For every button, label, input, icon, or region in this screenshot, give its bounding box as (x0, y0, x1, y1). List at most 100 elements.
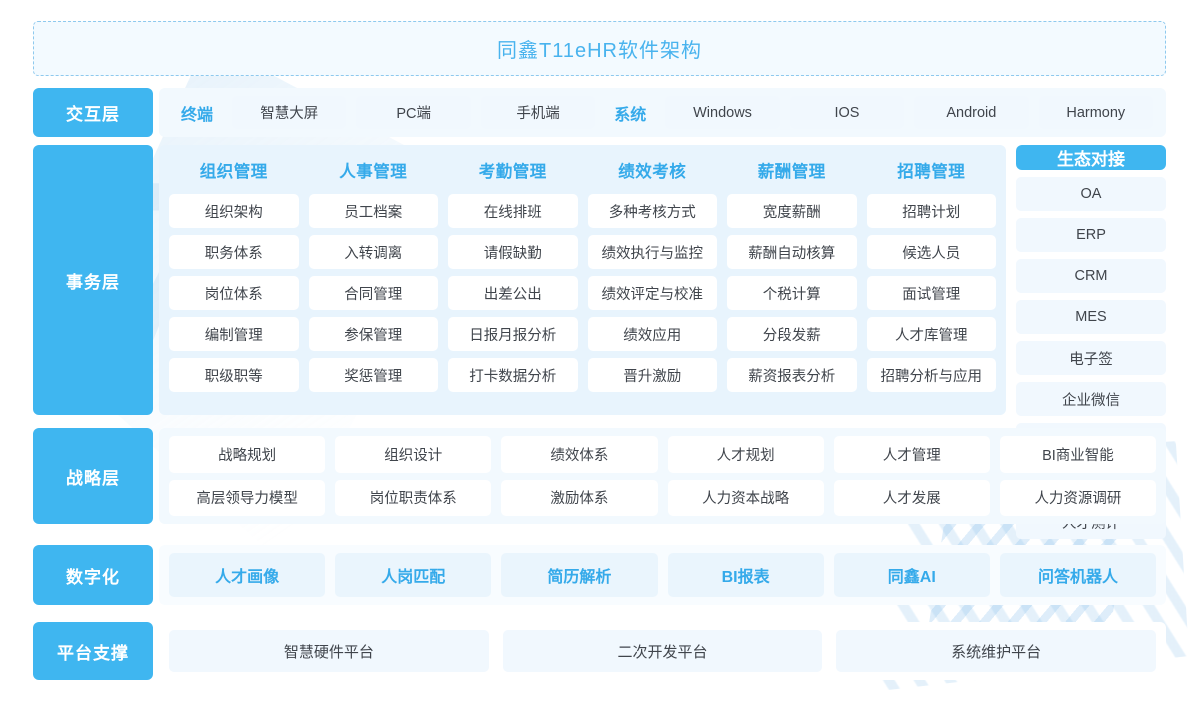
ecosystem-item[interactable]: CRM (1016, 259, 1166, 293)
strategy-item[interactable]: BI商业智能 (999, 436, 1157, 473)
business-layer-body: 组织管理 组织架构 职务体系 岗位体系 编制管理 职级职等 人事管理 员工档案 入转调离 合同管理… (159, 145, 1166, 580)
strategy-item[interactable]: 绩效体系 (501, 436, 658, 473)
business-item[interactable]: 合同管理 (308, 276, 438, 310)
interaction-item[interactable]: 手机端 (480, 96, 596, 129)
business-item[interactable]: 招聘计划 (866, 194, 996, 228)
digital-layer-row: 数字化 人才画像 人岗匹配 简历解析 BI报表 同鑫AI 问答机器人 (33, 545, 1166, 605)
interaction-layer-row: 交互层 终端 智慧大屏 PC端 手机端 系统 Windows IOS Android Harmo… (33, 88, 1166, 137)
interaction-item[interactable]: Windows (665, 96, 780, 129)
business-item[interactable]: 入转调离 (308, 235, 438, 269)
business-item[interactable]: 候选人员 (866, 235, 996, 269)
business-item[interactable]: 参保管理 (308, 317, 438, 351)
business-column: 人事管理员工档案入转调离合同管理参保管理奖惩管理 (308, 153, 438, 405)
business-column-header: 考勤管理 (478, 163, 547, 181)
digital-item[interactable]: 问答机器人 (999, 553, 1157, 597)
platform-item[interactable]: 二次开发平台 (502, 630, 823, 672)
ecosystem-column: 生态对接 OAERPCRMMES电子签企业微信钉钉邮箱人才测评自助一体机 (1016, 145, 1166, 580)
strategy-item[interactable]: 岗位职责体系 (335, 479, 492, 516)
interaction-group-title: 系统 (614, 106, 647, 124)
business-item[interactable]: 晋升激励 (587, 358, 717, 392)
business-item[interactable]: 薪酬自动核算 (727, 235, 857, 269)
business-item[interactable]: 编制管理 (169, 317, 299, 351)
strategy-line: 高层领导力模型 岗位职责体系 激励体系 人力资本战略 人才发展 人力资源调研 (169, 479, 1157, 516)
ecosystem-item[interactable]: ERP (1016, 218, 1166, 252)
business-item[interactable]: 组织架构 (169, 194, 299, 228)
platform-item[interactable]: 智慧硬件平台 (169, 630, 489, 672)
ecosystem-header: 生态对接 (1016, 145, 1166, 170)
business-layer-row: 事务层 组织管理 组织架构 职务体系 岗位体系 编制管理 职级职等 人事管理 员工档案 入转调离… (33, 145, 1166, 580)
strategy-layer-body: 战略规划 组织设计 绩效体系 人才规划 人才管理 BI商业智能 高层领导力模型 岗位职责体系激… (159, 428, 1166, 524)
platform-layer-label: 平台支撑 (33, 622, 153, 680)
page-title-box: 同鑫T11eHR软件架构 (33, 21, 1166, 76)
platform-layer-body: 智慧硬件平台 二次开发平台 系统维护平台 (159, 622, 1166, 680)
strategy-item[interactable]: 人力资源调研 (999, 479, 1157, 516)
digital-layer-body: 人才画像 人岗匹配 简历解析 BI报表 同鑫AI 问答机器人 (159, 545, 1166, 605)
interaction-layer-body: 终端 智慧大屏 PC端 手机端 系统 Windows IOS Android Harmony (159, 88, 1166, 137)
strategy-item[interactable]: 高层领导力模型 (169, 479, 326, 516)
business-item[interactable]: 日报月报分析 (448, 317, 578, 351)
strategy-layer-row: 战略层 战略规划 组织设计 绩效体系 人才规划 人才管理 BI商业智能 高层领导力模型 岗位职… (33, 428, 1166, 524)
ecosystem-item[interactable]: OA (1016, 177, 1166, 211)
business-layer-label: 事务层 (33, 145, 153, 415)
business-item[interactable]: 职级职等 (169, 358, 299, 392)
ecosystem-item[interactable]: 企业微信 (1016, 382, 1166, 416)
platform-item[interactable]: 系统维护平台 (836, 630, 1157, 672)
business-item[interactable]: 请假缺勤 (448, 235, 578, 269)
digital-item[interactable]: 人岗匹配 (335, 553, 492, 597)
business-item[interactable]: 多种考核方式 (587, 194, 717, 228)
business-column: 绩效考核 多种考核方式 绩效执行与监控 绩效评定与校准 绩效应用 晋升激励 (587, 153, 717, 405)
business-columns: 组织管理 组织架构 职务体系 岗位体系 编制管理 职级职等 人事管理 员工档案 入转调离 合同管理… (159, 145, 1006, 415)
strategy-item[interactable]: 人才发展 (833, 479, 990, 516)
business-item[interactable]: 薪资报表分析 (727, 358, 857, 392)
strategy-item[interactable]: 战略规划 (169, 436, 326, 473)
strategy-item[interactable]: 组织设计 (335, 436, 492, 473)
business-column-header: 招聘管理 (897, 163, 966, 181)
interaction-layer-label: 交互层 (33, 88, 153, 137)
business-item[interactable]: 出差公出 (448, 276, 578, 310)
digital-item[interactable]: 同鑫AI (833, 553, 990, 597)
digital-item[interactable]: 简历解析 (501, 553, 658, 597)
business-column: 招聘管理招聘计划候选人员面试管理人才库管理招聘分析与应用 (866, 153, 996, 405)
interaction-group-title: 终端 (181, 106, 214, 124)
interaction-item[interactable]: 智慧大屏 (232, 96, 347, 129)
business-item[interactable]: 员工档案 (308, 194, 438, 228)
business-item[interactable]: 面试管理 (866, 276, 996, 310)
business-item[interactable]: 奖惩管理 (308, 358, 438, 392)
business-column: 组织管理组织架构职务体系岗位体系编制管理职级职等 (169, 153, 299, 405)
platform-layer-row: 平台支撑 智慧硬件平台 二次开发平台 系统维护平台 (33, 622, 1166, 680)
digital-layer-label: 数字化 (33, 545, 153, 605)
business-item[interactable]: 招聘分析与应用 (866, 358, 996, 392)
interaction-item[interactable]: PC端 (356, 96, 471, 129)
ecosystem-item[interactable]: MES (1016, 300, 1166, 334)
business-item[interactable]: 在线排班 (448, 194, 578, 228)
business-item[interactable]: 绩效执行与监控 (587, 235, 717, 269)
business-item[interactable]: 岗位体系 (169, 276, 299, 310)
strategy-layer-label: 战略层 (33, 428, 153, 524)
business-column-header: 薪酬管理 (757, 163, 826, 181)
business-item[interactable]: 绩效应用 (587, 317, 717, 351)
digital-item[interactable]: 人才画像 (169, 553, 326, 597)
strategy-item[interactable]: 人力资本战略 (667, 479, 824, 516)
strategy-item[interactable]: 人才管理 (833, 436, 990, 473)
business-column-header: 人事管理 (339, 163, 408, 181)
strategy-line: 战略规划 组织设计 绩效体系 人才规划 人才管理 BI商业智能 (169, 436, 1157, 473)
digital-item[interactable]: BI报表 (667, 553, 824, 597)
interaction-item[interactable]: Android (914, 96, 1029, 129)
interaction-item[interactable]: IOS (789, 96, 905, 129)
ecosystem-item[interactable]: 电子签 (1016, 341, 1166, 375)
business-item[interactable]: 打卡数据分析 (448, 358, 578, 392)
business-item[interactable]: 职务体系 (169, 235, 299, 269)
business-item[interactable]: 人才库管理 (866, 317, 996, 351)
interaction-item[interactable]: Harmony (1038, 96, 1153, 129)
business-item[interactable]: 绩效评定与校准 (587, 276, 717, 310)
business-item[interactable]: 个税计算 (727, 276, 857, 310)
business-column: 薪酬管理宽度薪酬薪酬自动核算 个税计算分段发薪薪资报表分析 (727, 153, 857, 405)
business-item[interactable]: 宽度薪酬 (727, 194, 857, 228)
page-title: 同鑫T11eHR软件架构 (497, 40, 702, 62)
business-item[interactable]: 分段发薪 (727, 317, 857, 351)
business-column-header: 组织管理 (199, 163, 268, 181)
business-column: 考勤管理在线排班请假缺勤出差公出日报月报分析 打卡数据分析 (448, 153, 578, 405)
strategy-item[interactable]: 人才规划 (667, 436, 824, 473)
strategy-item[interactable]: 激励体系 (501, 479, 658, 516)
